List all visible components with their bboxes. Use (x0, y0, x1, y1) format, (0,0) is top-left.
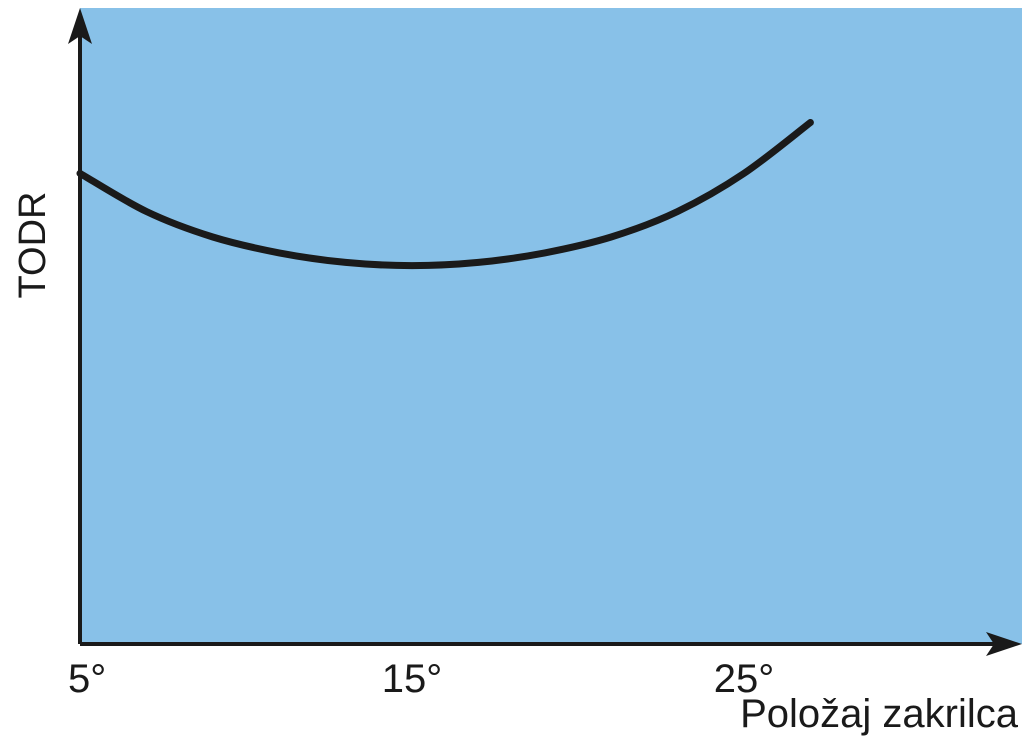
x-axis-label: Položaj zakrilca (740, 692, 1019, 736)
x-tick-label: 5° (68, 657, 106, 701)
series-layer (76, 119, 814, 270)
y-axis-arrow-icon (68, 8, 92, 44)
plot-area (80, 8, 1022, 644)
x-tick-labels: 5° 15° 25° (68, 657, 774, 701)
y-axis-label: TODR (12, 192, 54, 299)
x-tick-label: 15° (382, 657, 443, 701)
x-axis-arrow-icon (986, 632, 1022, 656)
x-tick-label: 25° (714, 657, 775, 701)
series-line-0 (76, 119, 814, 270)
